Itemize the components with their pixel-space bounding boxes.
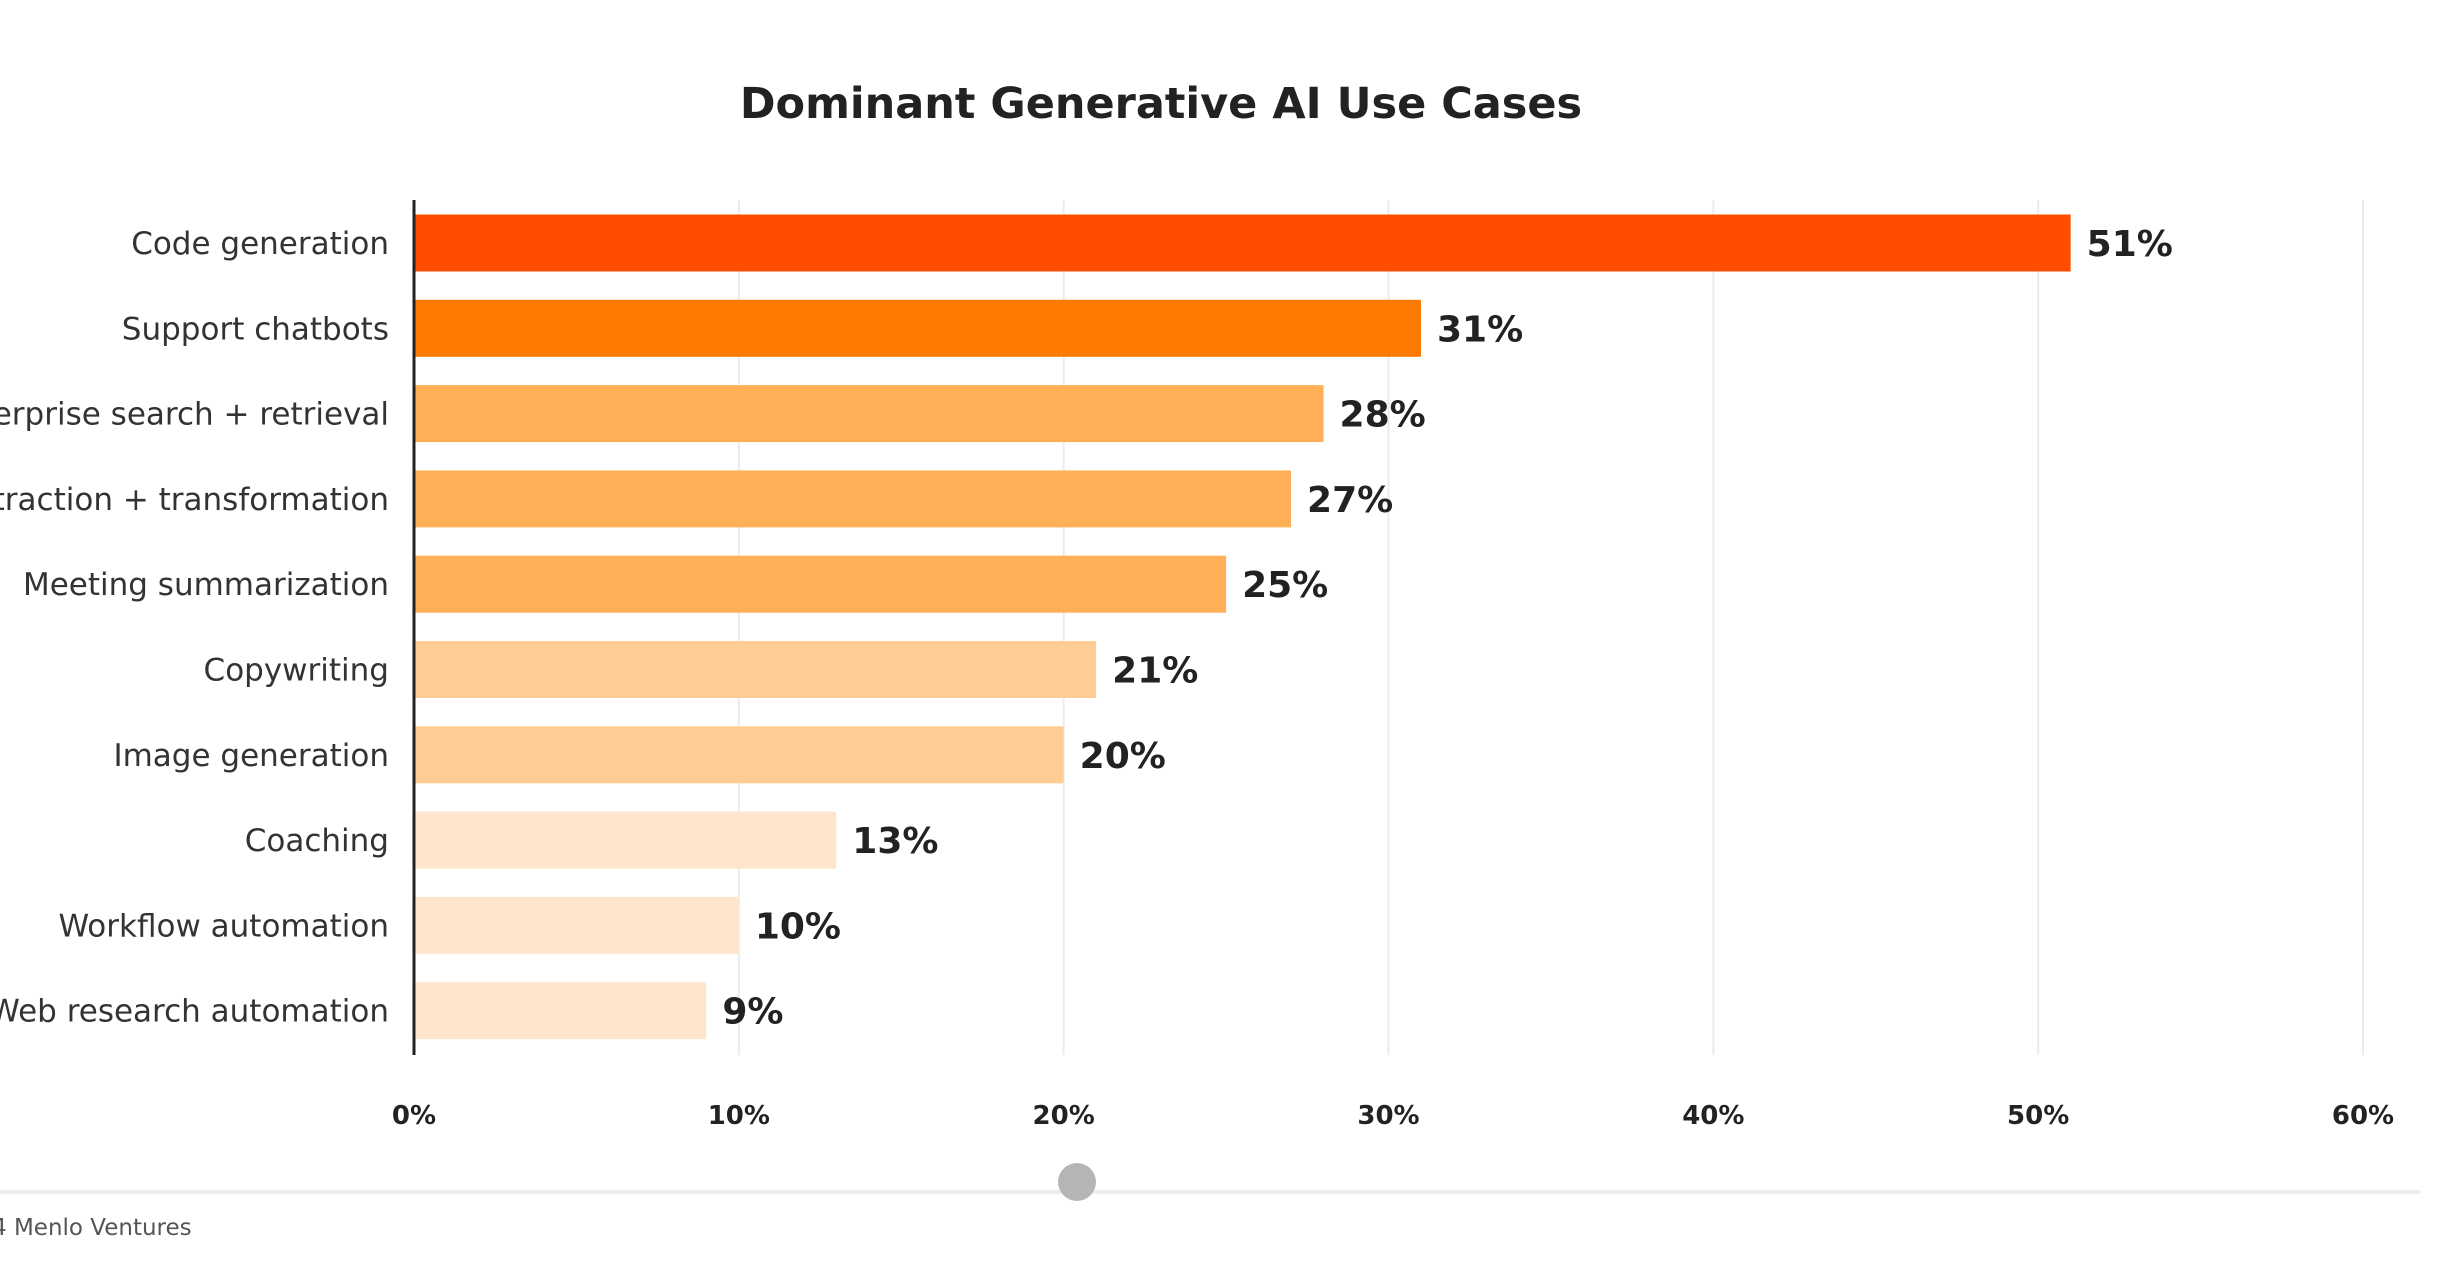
x-tick-label: 30% xyxy=(1357,1101,1419,1131)
value-label: 21% xyxy=(1112,651,1198,692)
bars xyxy=(414,214,2071,1040)
category-label: Copywriting xyxy=(204,653,389,689)
value-label: 20% xyxy=(1080,736,1166,777)
category-label: Coaching xyxy=(245,823,389,859)
x-tick-label: 10% xyxy=(708,1101,770,1131)
value-label: 31% xyxy=(1437,309,1523,350)
value-label: 51% xyxy=(2087,224,2173,265)
bar xyxy=(414,896,739,954)
category-label: Workflow automation xyxy=(58,908,389,944)
x-tick-label: 0% xyxy=(392,1101,436,1131)
category-label: Code generation xyxy=(131,226,389,262)
scrollbar-thumb[interactable] xyxy=(1058,1163,1096,1201)
bar xyxy=(414,726,1064,784)
category-label: extraction + transformation xyxy=(0,482,389,518)
category-label: Web research automation xyxy=(0,994,389,1030)
category-label: Support chatbots xyxy=(122,311,389,347)
category-labels: Code generation Support chatbots Enterpris… xyxy=(0,226,389,1030)
bar xyxy=(414,299,1421,357)
value-label: 13% xyxy=(852,821,938,862)
category-label: Enterprise search + retrieval xyxy=(0,397,389,433)
bar xyxy=(414,555,1227,613)
chart-title: Dominant Generative AI Use Cases xyxy=(740,79,1582,129)
x-axis-ticks: 0% 10% 20% 30% 40% 50% 60% xyxy=(392,1101,2394,1131)
bar xyxy=(414,811,837,869)
bar xyxy=(414,214,2071,272)
value-label: 10% xyxy=(755,906,841,947)
x-tick-label: 60% xyxy=(2332,1101,2394,1131)
x-tick-label: 50% xyxy=(2007,1101,2069,1131)
value-label: 28% xyxy=(1340,395,1426,436)
category-label: Meeting summarization xyxy=(23,567,389,603)
x-tick-label: 20% xyxy=(1033,1101,1095,1131)
value-label: 27% xyxy=(1307,480,1393,521)
bar xyxy=(414,982,707,1040)
bar xyxy=(414,641,1097,698)
x-tick-label: 40% xyxy=(1682,1101,1744,1131)
bar xyxy=(414,470,1292,528)
value-label: 25% xyxy=(1242,565,1328,606)
bar xyxy=(414,385,1324,443)
category-label: Image generation xyxy=(113,738,389,774)
value-label: 9% xyxy=(722,992,783,1033)
source-credit: 4 Menlo Ventures xyxy=(0,1215,192,1241)
value-labels: 51% 31% 28% 27% 25% 21% 20% 13% 10% 9% xyxy=(722,224,2172,1033)
